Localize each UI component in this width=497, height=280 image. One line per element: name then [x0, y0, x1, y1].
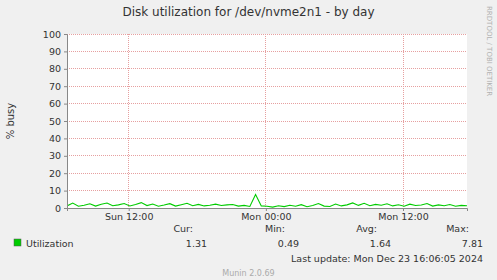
grid	[67, 34, 467, 208]
y-axis: 0 10 20 30 40 50 60 70 80 90 100	[43, 29, 68, 214]
legend: Utilization Cur: 1.31 Min: 0.49 Avg: 1.64 Max: 7…	[14, 223, 483, 249]
tick-label: Sun 12:00	[105, 211, 153, 222]
tick-mark	[64, 51, 67, 52]
watermark: RRDTOOL / TOBI OETIKER	[485, 6, 493, 96]
stat-label: Avg:	[356, 223, 377, 234]
tick-label: 0	[55, 203, 61, 214]
tick-mark	[64, 104, 67, 105]
legend-label: Utilization	[26, 238, 74, 249]
tick-label: 20	[49, 168, 61, 179]
tick: Mon 00:00	[241, 208, 291, 222]
grid-line	[67, 155, 467, 156]
grid-line	[67, 103, 467, 104]
tick-label: 60	[49, 98, 61, 109]
stat-value: 1.31	[186, 238, 207, 249]
grid-line	[128, 34, 129, 208]
series-line	[67, 194, 467, 207]
tick-label: 40	[49, 133, 61, 144]
tick: 40	[49, 133, 67, 144]
tick-mark	[64, 173, 67, 174]
last-update: Last update: Mon Dec 23 16:06:05 2024	[291, 253, 483, 264]
tick: Mon 12:00	[378, 208, 428, 222]
stat-label: Min:	[265, 223, 285, 234]
tick-mark	[64, 86, 67, 87]
legend-swatch	[14, 239, 21, 246]
grid-line	[265, 34, 266, 208]
grid-line	[67, 173, 467, 174]
tick-mark	[64, 34, 67, 35]
tick-label: 70	[49, 81, 61, 92]
tick-label: 10	[49, 185, 61, 196]
tick: Sun 12:00	[105, 208, 153, 222]
tick-label: 30	[49, 150, 61, 161]
tick-label: 50	[49, 116, 61, 127]
plot-area	[67, 34, 467, 208]
marks	[67, 194, 467, 207]
tick-mark	[64, 156, 67, 157]
tick: 90	[49, 46, 67, 57]
x-axis: Sun 12:00 Mon 00:00 Mon 12:00	[68, 208, 468, 222]
grid-line	[67, 51, 467, 52]
tick: 20	[49, 168, 67, 179]
tick-mark	[64, 191, 67, 192]
y-label: % busy	[5, 103, 16, 140]
axis-line	[64, 35, 68, 209]
tick: 10	[49, 185, 67, 196]
tick-label: Mon 00:00	[241, 211, 291, 222]
title: Disk utilization for /dev/nvme2n1 - by d…	[122, 5, 374, 19]
tick: 0	[55, 203, 67, 214]
tick: 70	[49, 81, 67, 92]
stat-value: 0.49	[278, 238, 299, 249]
stat-value: 1.64	[370, 238, 391, 249]
tick: 60	[49, 98, 67, 109]
grid-line	[403, 34, 404, 208]
stat-label: Cur:	[173, 223, 193, 234]
tick-mark	[64, 138, 67, 139]
tick-mark	[64, 208, 67, 209]
grid-line	[67, 34, 467, 35]
tick: 50	[49, 116, 67, 127]
tick: 80	[49, 63, 67, 74]
tick-label: 90	[49, 46, 61, 57]
grid-line	[67, 190, 467, 191]
background	[0, 0, 497, 280]
chart: 0 10 20 30 40 50 60 70 80 90 100 Sun 12:00 Mon 00:00…	[0, 0, 497, 280]
tick-label: Mon 12:00	[378, 211, 428, 222]
tick-mark	[64, 121, 67, 122]
grid-line	[67, 86, 467, 87]
grid-line	[67, 68, 467, 69]
tick: 30	[49, 150, 67, 161]
stat-label: Max:	[446, 223, 469, 234]
footer: Munin 2.0.69	[222, 269, 274, 278]
tick-mark	[64, 69, 67, 70]
stat-value: 7.81	[462, 238, 483, 249]
tick: 100	[43, 29, 67, 40]
grid-line	[67, 138, 467, 139]
grid-line	[67, 121, 467, 122]
tick-label: 80	[49, 63, 61, 74]
tick-label: 100	[43, 29, 61, 40]
